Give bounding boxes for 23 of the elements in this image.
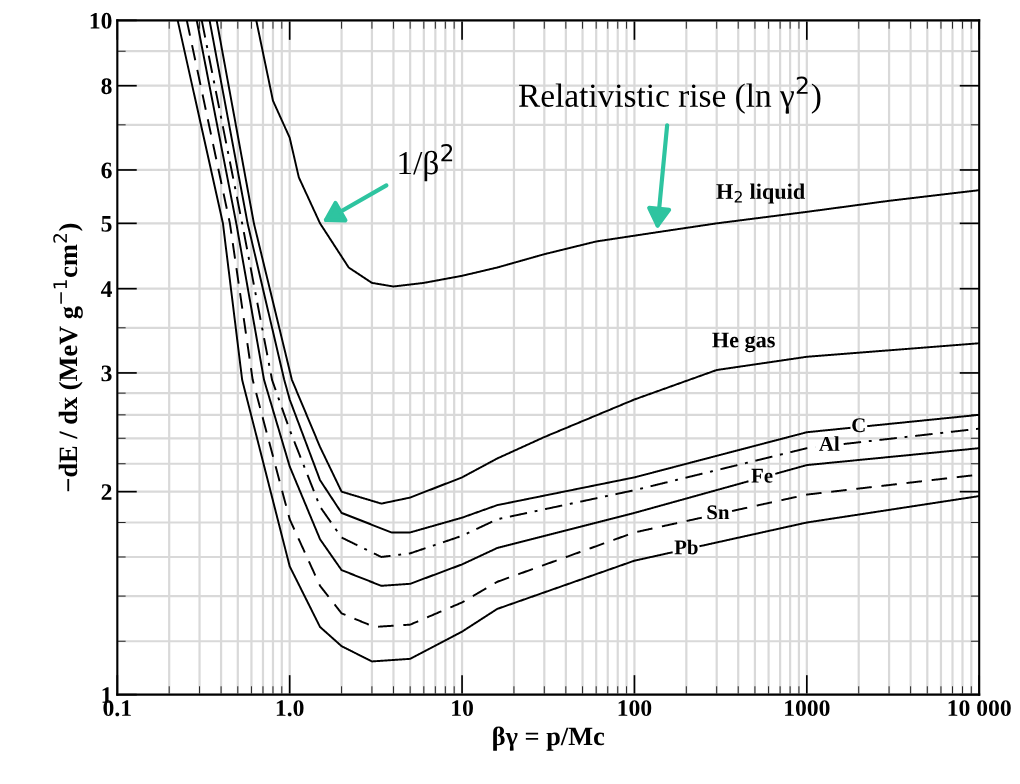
series-label: Sn [707, 505, 730, 520]
y-tick-label: 10 [90, 12, 112, 29]
x-tick-label: 100 [618, 700, 652, 717]
x-tick-label: 10 [452, 700, 473, 717]
y-tick-label: 5 [101, 216, 112, 232]
x-axis-title: βγ = p/Mc [493, 726, 605, 751]
y-tick-label: 4 [100, 281, 112, 297]
y-tick-label: 6 [101, 162, 112, 179]
x-tick-label: 1.0 [276, 700, 304, 717]
series-label: He gas [712, 332, 775, 353]
x-tick-label: 1000 [785, 700, 830, 717]
x-tick-label: 10 000 [948, 700, 1011, 717]
series-label: H$_{2}$ liquid [716, 183, 805, 204]
series-label: Fe [751, 468, 773, 483]
annotation: Relativistic rise (ln γ$^{2}$) [518, 76, 821, 114]
y-tick-label: 2 [101, 484, 112, 500]
y-tick-label: 3 [101, 365, 112, 382]
series-label: C [852, 418, 865, 433]
y-axis-title: −dE / dx (MeV g$^{−1}$cm$^{2}$) [53, 223, 83, 492]
series-label: Pb [674, 539, 698, 555]
series-label: Al [819, 436, 840, 451]
y-tick-label: 8 [101, 78, 112, 95]
annotation: 1/β$^{2}$ [399, 144, 453, 182]
